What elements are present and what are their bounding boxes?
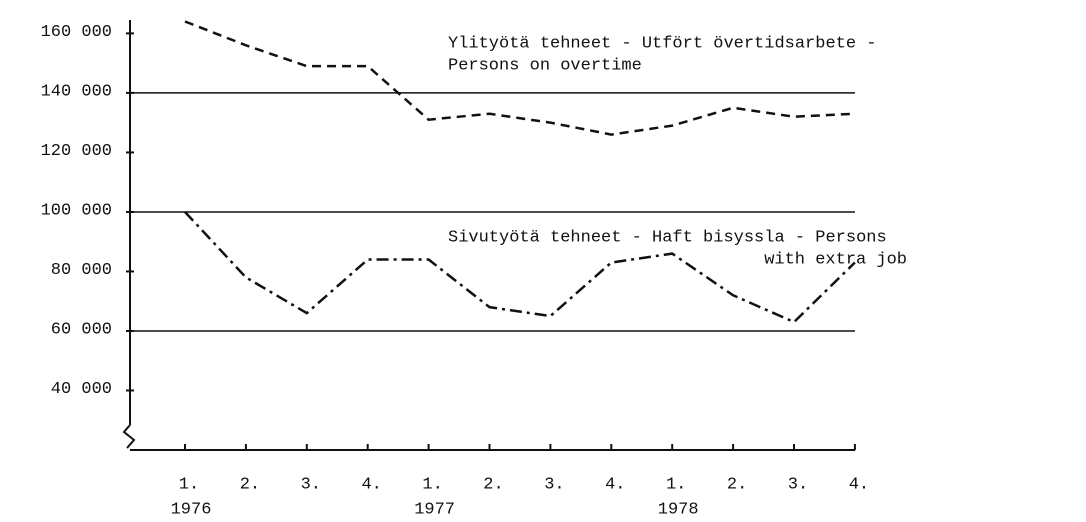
series-label: Sivutyötä tehneet - Haft bisyssla - Pers… (448, 228, 887, 247)
y-tick-label: 140 000 (41, 82, 112, 101)
y-tick-label: 40 000 (51, 380, 112, 399)
x-tick-label: 1. (666, 475, 686, 494)
series-line (184, 20, 855, 136)
x-tick-label: 3. (788, 475, 808, 494)
y-tick-label: 80 000 (51, 261, 112, 280)
x-tick-label: 3. (301, 475, 321, 494)
axis-break (122, 424, 136, 449)
year-label: 1978 (658, 500, 699, 519)
year-label: 1976 (171, 500, 212, 519)
year-label: 1977 (414, 500, 455, 519)
x-tick-label: 4. (849, 475, 869, 494)
x-tick-label: 2. (727, 475, 747, 494)
x-tick-label: 1. (179, 475, 199, 494)
series-label: Persons on overtime (448, 56, 642, 75)
y-tick-label: 60 000 (51, 320, 112, 339)
series-line (184, 211, 856, 324)
x-tick-label: 2. (483, 475, 503, 494)
x-tick-label: 4. (361, 475, 381, 494)
x-tick-label: 4. (605, 475, 625, 494)
x-tick-label: 1. (422, 475, 442, 494)
x-tick-label: 2. (240, 475, 260, 494)
series-label: with extra job (764, 250, 907, 269)
series-label: Ylityötä tehneet - Utfört övertidsarbete… (448, 34, 876, 53)
y-tick-label: 100 000 (41, 201, 112, 220)
y-tick-label: 120 000 (41, 142, 112, 161)
x-tick-label: 3. (544, 475, 564, 494)
y-tick-label: 160 000 (41, 23, 112, 42)
